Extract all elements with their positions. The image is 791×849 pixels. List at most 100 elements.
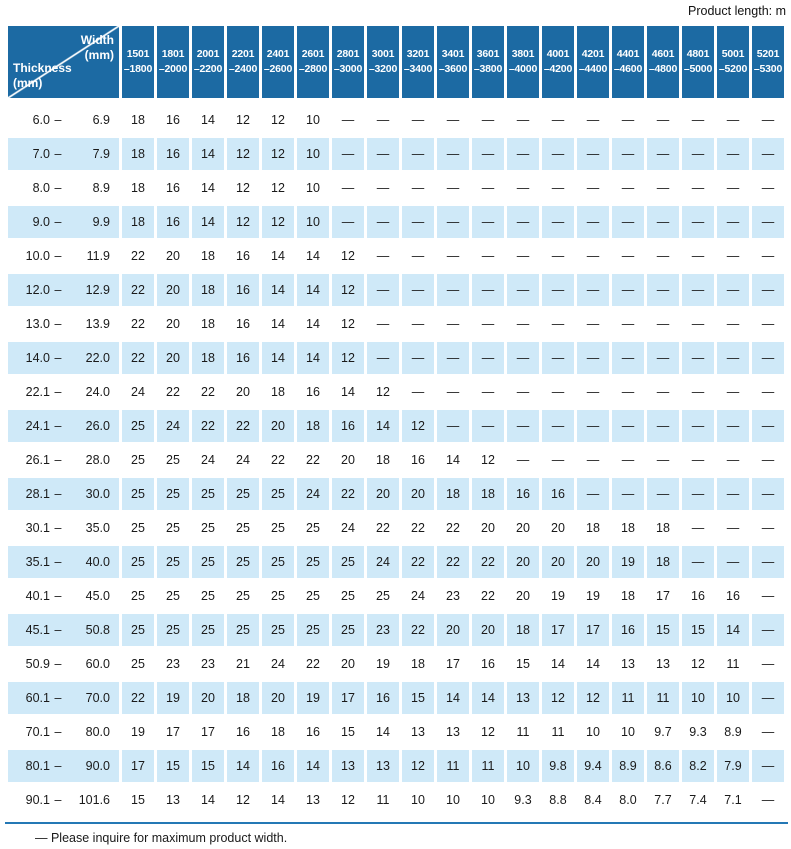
product-length-cell: 19 [367, 648, 399, 680]
product-length-cell: 10 [297, 138, 329, 170]
product-length-cell: — [542, 376, 574, 408]
product-length-cell: 20 [157, 274, 189, 306]
column-header-width-range: 3001 –3200 [367, 26, 399, 102]
product-length-cell: 12 [472, 716, 504, 748]
product-length-cell: 16 [157, 172, 189, 204]
product-length-cell: 9.7 [647, 716, 679, 748]
product-length-cell: 16 [717, 580, 749, 612]
product-length-cell: 25 [122, 478, 154, 510]
product-length-cell: 25 [157, 546, 189, 578]
product-length-cell: — [752, 138, 784, 170]
product-length-cell: — [752, 444, 784, 476]
product-length-cell: 10 [612, 716, 644, 748]
product-length-cell: 25 [122, 512, 154, 544]
product-length-cell: — [647, 444, 679, 476]
product-length-cell: — [507, 138, 539, 170]
product-length-cell: 25 [227, 580, 259, 612]
product-length-cell: 25 [227, 614, 259, 646]
product-length-cell: 25 [367, 580, 399, 612]
product-length-cell: 25 [157, 478, 189, 510]
product-length-cell: 16 [297, 376, 329, 408]
column-header-width-range: 5201 –5300 [752, 26, 784, 102]
product-length-cell: 12 [542, 682, 574, 714]
product-length-cell: 25 [192, 478, 224, 510]
product-length-cell: — [717, 342, 749, 374]
product-length-cell: — [682, 478, 714, 510]
product-length-cell: — [577, 172, 609, 204]
product-length-cell: 18 [402, 648, 434, 680]
product-length-cell: — [647, 138, 679, 170]
product-length-cell: 24 [157, 410, 189, 442]
product-length-cell: 12 [332, 274, 364, 306]
product-length-cell: — [752, 614, 784, 646]
product-length-cell: 25 [122, 546, 154, 578]
product-length-cell: 25 [122, 444, 154, 476]
product-length-cell: 20 [437, 614, 469, 646]
product-length-cell: — [682, 206, 714, 238]
product-length-cell: 24 [332, 512, 364, 544]
product-length-cell: — [472, 240, 504, 272]
product-length-cell: 12 [332, 308, 364, 340]
product-length-cell: — [577, 444, 609, 476]
product-length-cell: 17 [332, 682, 364, 714]
product-length-cell: — [717, 104, 749, 136]
product-length-cell: 15 [682, 614, 714, 646]
product-length-cell: — [507, 274, 539, 306]
product-length-cell: — [332, 138, 364, 170]
product-length-cell: — [402, 376, 434, 408]
product-length-cell: — [752, 274, 784, 306]
table-row: 8.0–8.9 18 16 14 12 12 10— — — — — — — — — — — — — [8, 172, 784, 204]
product-length-cell: 18 [122, 104, 154, 136]
product-length-cell: 12 [227, 784, 259, 816]
product-length-cell: — [647, 104, 679, 136]
product-length-cell: 8.9 [612, 750, 644, 782]
product-length-cell: — [717, 546, 749, 578]
product-length-cell: 16 [472, 648, 504, 680]
product-length-cell: 20 [332, 444, 364, 476]
product-length-cell: — [437, 172, 469, 204]
product-length-cell: 13 [647, 648, 679, 680]
product-length-cell: — [437, 138, 469, 170]
row-header-thickness-range: 90.1–101.6 [8, 784, 119, 816]
product-length-cell: 14 [192, 784, 224, 816]
product-length-cell: — [647, 308, 679, 340]
product-length-cell: — [507, 172, 539, 204]
product-length-cell: 13 [612, 648, 644, 680]
product-length-cell: — [612, 104, 644, 136]
product-length-cell: 20 [542, 546, 574, 578]
product-length-cell: 10 [297, 104, 329, 136]
product-length-cell: 12 [332, 342, 364, 374]
product-length-cell: 16 [682, 580, 714, 612]
column-header-width-range: 4801 –5000 [682, 26, 714, 102]
product-length-cell: 20 [262, 410, 294, 442]
product-length-cell: 20 [507, 546, 539, 578]
table-row: 70.1–80.0 19 17 17 16 18 16 15 14 13 13 12 11 11 10 10 9… [8, 716, 784, 748]
product-length-cell: — [437, 240, 469, 272]
product-length-cell: 12 [227, 138, 259, 170]
table-row: 24.1–26.0 25 24 22 22 20 18 16 14 12— — — — — — — — — — [8, 410, 784, 442]
product-length-cell: 18 [192, 240, 224, 272]
product-length-cell: — [437, 376, 469, 408]
column-header-width-range: 4401 –4600 [612, 26, 644, 102]
product-length-cell: 16 [157, 104, 189, 136]
product-length-cell: 20 [262, 682, 294, 714]
product-length-cell: — [437, 274, 469, 306]
product-length-cell: 24 [402, 580, 434, 612]
product-length-cell: 22 [122, 240, 154, 272]
product-length-cell: 20 [157, 308, 189, 340]
product-length-cell: 16 [297, 716, 329, 748]
product-length-cell: — [577, 104, 609, 136]
product-length-cell: 22 [122, 274, 154, 306]
product-length-cell: — [717, 274, 749, 306]
product-length-cell: 22 [122, 342, 154, 374]
table-row: 35.1–40.0 25 25 25 25 25 25 25 24 22 22 22 20 20 20 19 1… [8, 546, 784, 578]
product-length-cell: — [507, 342, 539, 374]
product-length-cell: — [472, 104, 504, 136]
column-header-width-range: 2801 –3000 [332, 26, 364, 102]
product-length-cell: — [612, 342, 644, 374]
product-length-cell: 10 [717, 682, 749, 714]
column-header-width-range: 3201 –3400 [402, 26, 434, 102]
product-length-cell: — [577, 308, 609, 340]
row-header-thickness-range: 30.1–35.0 [8, 512, 119, 544]
